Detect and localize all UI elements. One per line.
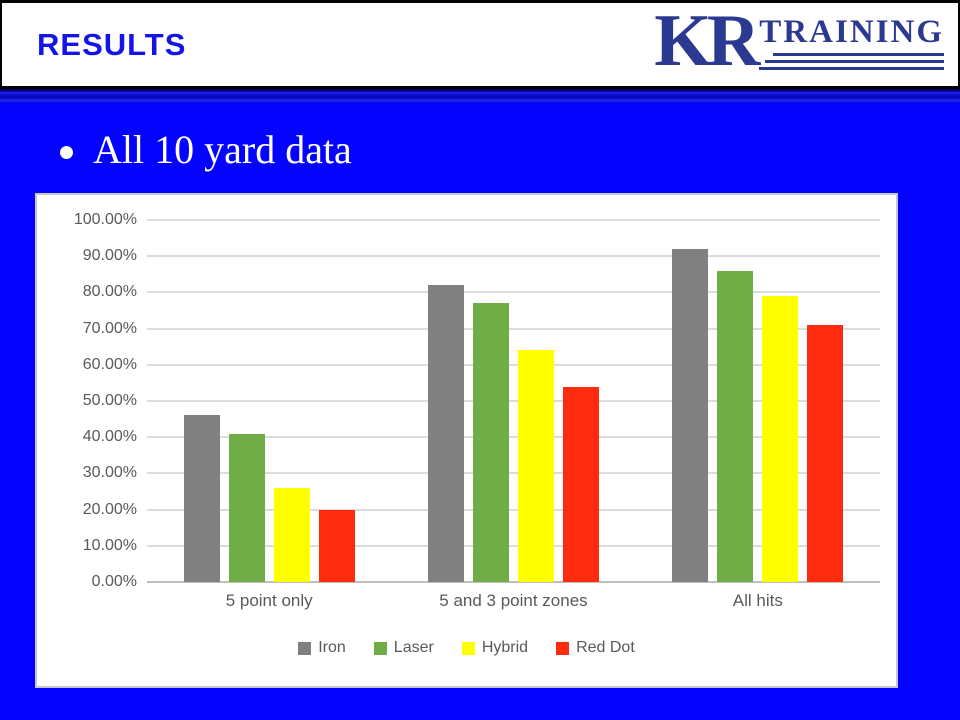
- logo-underline: [773, 53, 944, 56]
- bar-red-dot: [807, 324, 844, 582]
- logo-kr-text: KR: [654, 0, 760, 82]
- y-tick-label: 70.00%: [82, 319, 137, 337]
- y-tick-label: 40.00%: [82, 428, 137, 446]
- bar-laser: [472, 303, 509, 582]
- bar-hybrid: [273, 487, 310, 582]
- legend-swatch-icon: [461, 641, 475, 655]
- logo-training-block: TRAINING: [759, 16, 944, 70]
- bar-hybrid: [517, 350, 554, 582]
- y-tick-label: 90.00%: [82, 247, 137, 265]
- bar-group: [636, 220, 880, 582]
- y-tick-label: 50.00%: [82, 392, 137, 409]
- y-tick-label: 20.00%: [82, 500, 137, 518]
- legend-item: Iron: [298, 639, 346, 657]
- gridline: [147, 472, 880, 475]
- header-bar: RESULTS KR TRAINING: [0, 0, 960, 89]
- bar-chart: 100.00% 90.00% 80.00% 70.00% 60.00% 50.00% 40.…: [35, 193, 898, 688]
- bar-laser: [228, 433, 265, 582]
- legend-swatch-icon: [556, 641, 570, 655]
- y-tick-label: 100.00%: [73, 211, 137, 228]
- bar-iron: [183, 415, 220, 582]
- gridline: [147, 508, 880, 511]
- y-tick-label: 80.00%: [82, 283, 137, 301]
- y-tick-label: 30.00%: [82, 464, 137, 482]
- header-accent-band: [0, 89, 960, 102]
- legend-item: Red Dot: [556, 639, 635, 657]
- bar-group: [147, 220, 391, 582]
- gridline: [147, 436, 880, 439]
- plot-area: [147, 219, 880, 583]
- legend-swatch-icon: [373, 641, 387, 655]
- page-title: RESULTS: [37, 27, 187, 62]
- x-labels: 5 point only 5 and 3 point zones All hits: [147, 591, 880, 611]
- gridline: [147, 363, 880, 366]
- legend-label: Red Dot: [576, 639, 635, 656]
- legend-label: Hybrid: [481, 639, 529, 656]
- x-category-label: 5 point only: [225, 591, 313, 610]
- bar-red-dot: [318, 509, 355, 582]
- legend-item: Hybrid: [461, 639, 529, 657]
- bar-iron: [672, 248, 709, 582]
- bar-red-dot: [562, 386, 599, 582]
- legend-swatch-icon: [298, 641, 312, 655]
- bullet-text: All 10 yard data: [93, 127, 352, 172]
- gridline: [147, 291, 880, 294]
- legend-label: Laser: [393, 639, 434, 656]
- logo-underline: [759, 67, 944, 70]
- x-axis-line: [147, 581, 880, 583]
- logo-underline: [765, 60, 944, 63]
- legend: Iron Laser Hybrid Red Dot: [37, 639, 896, 657]
- x-category-label: All hits: [732, 591, 783, 610]
- gridline: [147, 400, 880, 402]
- bar-group: [391, 220, 635, 582]
- gridline: [147, 255, 880, 258]
- y-tick-label: 60.00%: [82, 355, 137, 373]
- gridline: [147, 544, 880, 547]
- logo-training-text: TRAINING: [759, 14, 944, 50]
- gridline: [147, 327, 880, 330]
- bar-groups: [147, 220, 880, 582]
- kr-training-logo: KR TRAINING: [654, 0, 944, 82]
- bar-iron: [427, 285, 464, 582]
- bullet-dot-icon: [60, 146, 73, 159]
- y-tick-label: 10.00%: [82, 536, 137, 554]
- y-tick-label: 0.00%: [91, 573, 137, 590]
- gridline: [147, 219, 880, 221]
- bullet-item: All 10 yard data: [60, 126, 352, 173]
- bar-hybrid: [762, 296, 799, 582]
- y-axis: 100.00% 90.00% 80.00% 70.00% 60.00% 50.00% 40.…: [37, 211, 137, 590]
- legend-label: Iron: [318, 639, 346, 656]
- legend-item: Laser: [373, 639, 434, 657]
- bar-laser: [717, 270, 754, 582]
- x-category-label: 5 and 3 point zones: [439, 591, 588, 610]
